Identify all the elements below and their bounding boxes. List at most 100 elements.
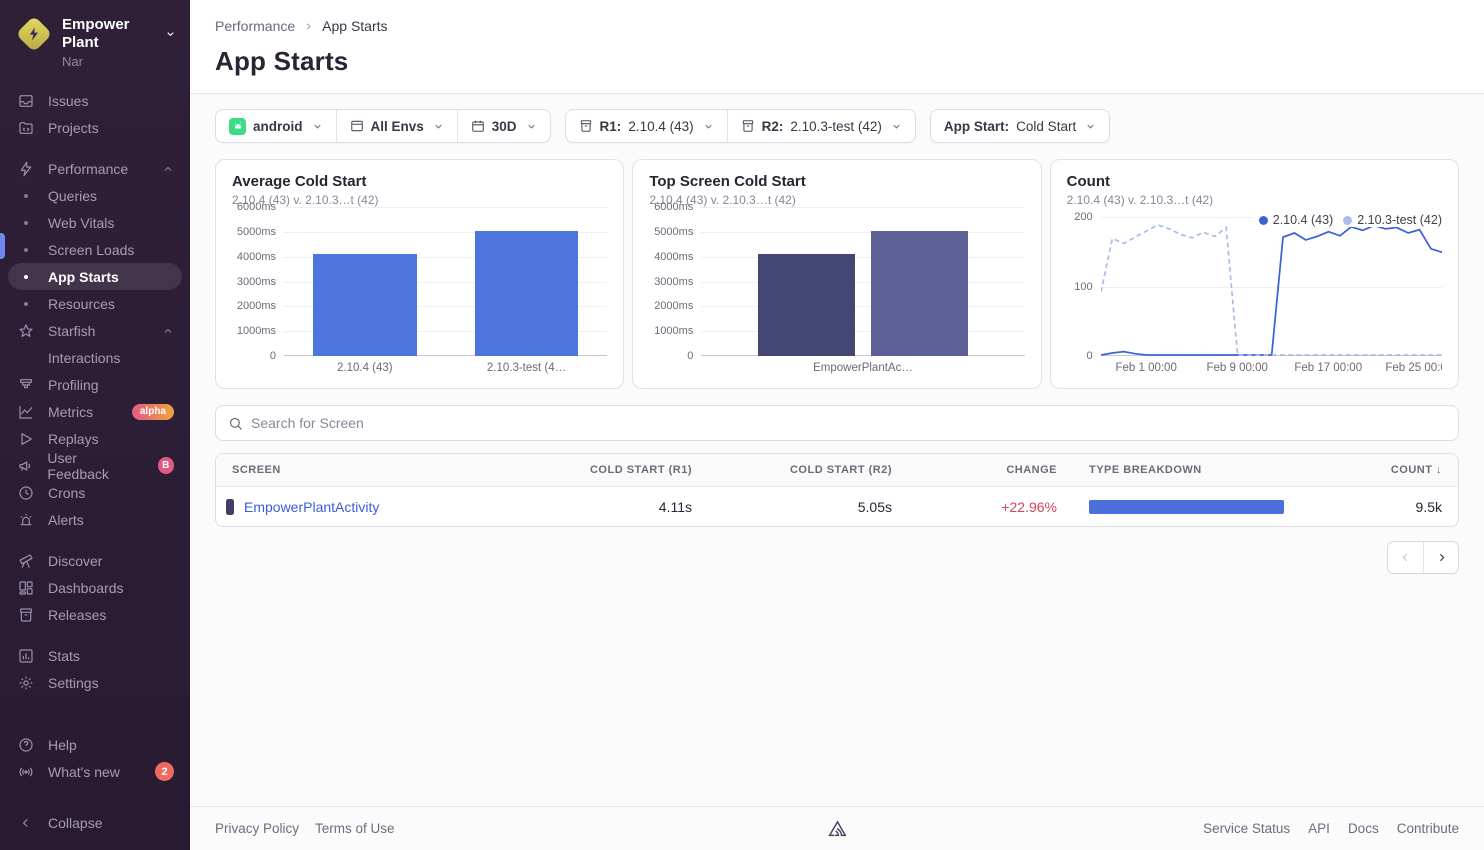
column-screen[interactable]: Screen — [232, 464, 281, 476]
sidebar-item-interactions[interactable]: Interactions — [48, 349, 121, 366]
y-axis: 6000ms 5000ms 4000ms 3000ms 2000ms 1000ms 0 — [649, 201, 701, 362]
whats-new-count-badge: 2 — [155, 762, 174, 781]
sidebar-item-screen-loads[interactable]: Screen Loads — [8, 236, 182, 263]
sidebar-item-profiling[interactable]: Profiling — [8, 371, 182, 398]
y-tick-label: 0 — [269, 350, 276, 362]
sidebar-item-dashboards[interactable]: Dashboards — [8, 574, 182, 601]
y-tick-label: 2000ms — [654, 300, 694, 313]
sidebar-nav: Issues Projects Performance Queries Web … — [0, 87, 190, 696]
column-type-breakdown[interactable]: Type Breakdown — [1089, 464, 1202, 476]
chevron-down-icon — [312, 121, 323, 132]
y-tick-label: 100 — [1074, 280, 1093, 293]
chevron-down-icon — [433, 121, 444, 132]
contribute-link[interactable]: Contribute — [1396, 821, 1459, 836]
column-cold-start-r2[interactable]: Cold Start (R2) — [789, 464, 892, 476]
sidebar-item-projects[interactable]: Projects — [8, 114, 182, 141]
gridline — [701, 207, 1025, 208]
breadcrumb-performance[interactable]: Performance — [215, 18, 296, 34]
column-change[interactable]: Change — [1006, 464, 1057, 476]
search-input[interactable] — [251, 415, 1446, 431]
sidebar-item-crons[interactable]: Crons — [8, 479, 182, 506]
release-icon — [579, 119, 593, 133]
column-cold-start-r1[interactable]: Cold Start (R1) — [589, 464, 692, 476]
screen-type-icon — [226, 498, 234, 515]
org-switcher[interactable]: Empower Plant Nar — [0, 0, 190, 87]
environment-filter[interactable]: All Envs — [335, 110, 457, 142]
sidebar-item-stats[interactable]: Stats — [8, 642, 182, 669]
privacy-policy-link[interactable]: Privacy Policy — [215, 821, 300, 836]
series-primary — [1100, 224, 1442, 356]
y-tick-label: 5000ms — [654, 225, 694, 238]
sidebar-item-alerts[interactable]: Alerts — [8, 506, 182, 533]
sidebar-item-app-starts[interactable]: App Starts — [8, 263, 182, 290]
chevron-down-icon — [526, 121, 537, 132]
date-range-filter[interactable]: 30D — [456, 110, 550, 142]
release-2-filter[interactable]: R2: 2.10.3-test (42) — [726, 110, 915, 142]
service-status-link[interactable]: Service Status — [1203, 821, 1291, 836]
chevron-down-icon — [167, 32, 174, 37]
sidebar-item-settings[interactable]: Settings — [8, 669, 182, 696]
play-icon — [16, 431, 36, 447]
sentry-logo-icon — [826, 818, 848, 840]
sidebar-item-starfish[interactable]: Starfish — [8, 317, 182, 344]
android-icon — [229, 117, 246, 135]
gridline — [284, 331, 608, 333]
sidebar-item-replays[interactable]: Replays — [8, 425, 182, 452]
y-tick-label: 6000ms — [236, 201, 276, 213]
sidebar-item-discover[interactable]: Discover — [8, 547, 182, 574]
pagination — [215, 541, 1459, 574]
bars — [284, 207, 607, 356]
performance-icon — [16, 161, 36, 177]
x-tick-lane: Feb 1 00:00 Feb 9 00:00 Feb 17 00:00 Feb 25… — [1101, 358, 1442, 378]
sidebar-item-resources[interactable]: Resources — [8, 290, 182, 317]
legend-item: 2.10.3-test (42) — [1343, 213, 1442, 227]
y-tick-label: 1000ms — [654, 325, 694, 338]
bar-chart: 6000ms 5000ms 4000ms 3000ms 2000ms 1000ms 0 Emp… — [649, 201, 1025, 378]
api-link[interactable]: API — [1308, 821, 1330, 836]
column-count[interactable]: Count ↓ — [1390, 464, 1442, 476]
terms-of-use-link[interactable]: Terms of Use — [315, 821, 395, 836]
x-tick-label: Feb 17 00:00 — [1294, 362, 1363, 374]
charts-row: Average Cold Start 2.10.4 (43) v. 2.10.3… — [215, 159, 1459, 389]
previous-page-button[interactable] — [1388, 542, 1423, 573]
sidebar-item-queries[interactable]: Queries — [8, 182, 182, 209]
sidebar-item-user-feedback[interactable]: User Feedback B — [8, 450, 182, 482]
projects-icon — [16, 120, 36, 136]
change-value: +22.96% — [1001, 498, 1057, 515]
gridline — [284, 355, 608, 356]
cold-start-r1-value: 4.11s — [658, 498, 692, 515]
help-icon — [16, 737, 36, 753]
x-tick-label: 2.10.4 (43) — [337, 362, 393, 374]
cold-start-r2-value: 5.05s — [857, 498, 892, 515]
app-start-type-filter[interactable]: App Start: Cold Start — [931, 110, 1109, 142]
screens-table: Screen Cold Start (R1) Cold Start (R2) C… — [215, 453, 1459, 527]
y-tick-label: 4000ms — [236, 250, 276, 263]
type-breakdown-bar[interactable] — [1089, 499, 1284, 514]
gridline — [701, 231, 1025, 233]
sidebar-item-releases[interactable]: Releases — [8, 601, 182, 628]
next-page-button[interactable] — [1423, 542, 1458, 573]
chevron-up-icon — [162, 325, 174, 337]
project-filter[interactable]: android — [216, 110, 336, 142]
archive-icon — [16, 607, 36, 623]
bullet-icon — [24, 220, 28, 225]
bullet-icon — [24, 301, 28, 306]
sidebar-collapse-button[interactable]: Collapse — [8, 809, 182, 836]
sidebar-item-help[interactable]: Help — [8, 731, 182, 758]
page-header: Performance App Starts App Starts — [190, 0, 1484, 94]
table-header: Screen Cold Start (R1) Cold Start (R2) C… — [216, 454, 1458, 487]
release-1-filter[interactable]: R1: 2.10.4 (43) — [566, 110, 727, 142]
app-start-filter-group: App Start: Cold Start — [929, 109, 1111, 143]
sidebar-item-whats-new[interactable]: What's new 2 — [8, 758, 182, 785]
sidebar-item-issues[interactable]: Issues — [8, 87, 182, 114]
sidebar-item-metrics[interactable]: Metrics alpha — [8, 398, 182, 425]
screen-link[interactable]: EmpowerPlantActivity — [244, 498, 380, 515]
gridline — [284, 207, 608, 208]
gridline — [284, 256, 608, 258]
sidebar-item-web-vitals[interactable]: Web Vitals — [8, 209, 182, 236]
docs-link[interactable]: Docs — [1347, 821, 1379, 836]
bullet-icon — [24, 193, 28, 198]
sidebar-item-performance[interactable]: Performance — [8, 155, 182, 182]
window-icon — [350, 119, 364, 133]
megaphone-icon — [16, 458, 35, 474]
